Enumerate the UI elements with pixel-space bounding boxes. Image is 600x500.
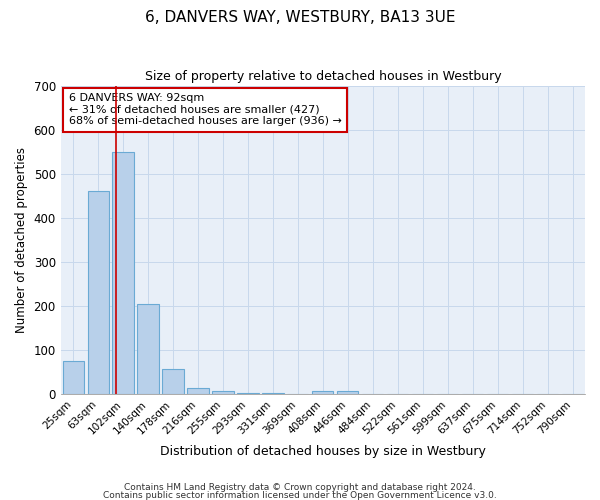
Bar (163, 370, 184, 394)
Bar (312, 391, 334, 394)
Text: Contains public sector information licensed under the Open Government Licence v3: Contains public sector information licen… (103, 491, 497, 500)
Bar (262, 393, 284, 394)
Title: Size of property relative to detached houses in Westbury: Size of property relative to detached ho… (145, 70, 501, 83)
Bar (187, 388, 209, 394)
Bar (337, 391, 358, 394)
Bar (238, 393, 259, 394)
Bar (212, 391, 233, 394)
Bar (112, 152, 134, 394)
Bar (62, 362, 84, 394)
Text: Contains HM Land Registry data © Crown copyright and database right 2024.: Contains HM Land Registry data © Crown c… (124, 484, 476, 492)
X-axis label: Distribution of detached houses by size in Westbury: Distribution of detached houses by size … (160, 444, 486, 458)
Text: 6 DANVERS WAY: 92sqm
← 31% of detached houses are smaller (427)
68% of semi-deta: 6 DANVERS WAY: 92sqm ← 31% of detached h… (68, 94, 341, 126)
Bar (88, 192, 109, 394)
Text: 6, DANVERS WAY, WESTBURY, BA13 3UE: 6, DANVERS WAY, WESTBURY, BA13 3UE (145, 10, 455, 25)
Bar (137, 304, 158, 394)
Y-axis label: Number of detached properties: Number of detached properties (15, 147, 28, 333)
